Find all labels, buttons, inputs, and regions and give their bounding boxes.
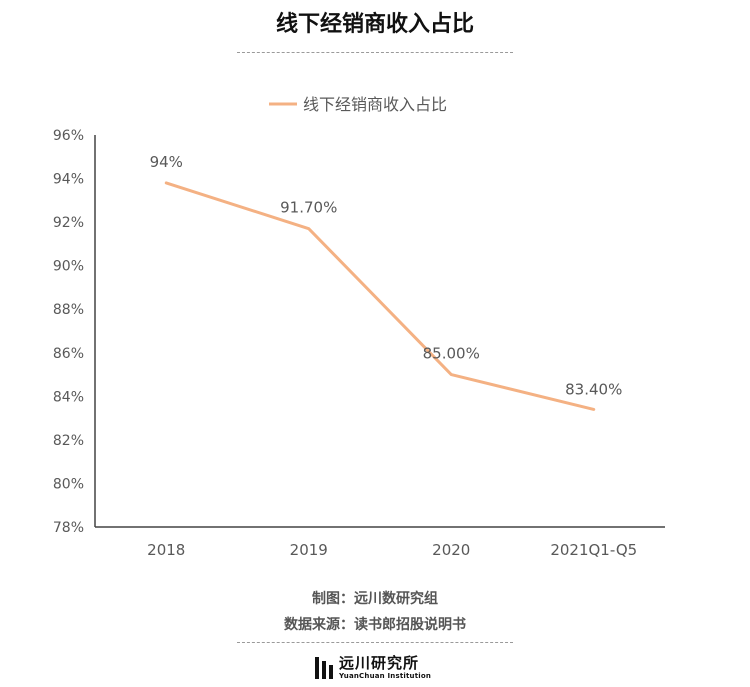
- logo-name-cn: 远川研究所: [339, 654, 420, 672]
- series-layer: [164, 181, 596, 411]
- y-tick-label: 94%: [53, 172, 84, 188]
- logo-mark-icon: [315, 657, 333, 679]
- x-tick-label: 2019: [290, 541, 328, 559]
- legend-label: 线下经销商收入占比: [303, 95, 447, 114]
- footer-divider: [237, 642, 513, 643]
- data-label: 85.00%: [423, 345, 480, 363]
- y-tick-label: 84%: [53, 389, 84, 405]
- x-tick-label: 2020: [432, 541, 470, 559]
- y-tick-label: 92%: [53, 215, 84, 231]
- x-tick-label: 2021Q1-Q5: [550, 541, 637, 559]
- credit-line: 制图：远川数研究组: [312, 591, 438, 607]
- y-tick-label: 82%: [53, 433, 84, 449]
- page-title: 线下经销商收入占比: [275, 12, 474, 37]
- series-line: [164, 181, 596, 411]
- brand-logo: 远川研究所 YuanChuan Institution: [315, 655, 431, 681]
- source-line: 数据来源：读书郎招股说明书: [284, 617, 466, 633]
- y-tick-label: 90%: [53, 259, 84, 275]
- x-axis: 2018 2019 2020 2021Q1-Q5: [95, 526, 665, 559]
- y-tick-label: 86%: [53, 346, 84, 362]
- y-tick-label: 96%: [53, 128, 84, 144]
- data-labels: 94% 91.70% 85.00% 83.40%: [150, 153, 623, 398]
- y-tick-label: 78%: [53, 520, 84, 536]
- data-label: 83.40%: [565, 380, 622, 398]
- y-tick-label: 88%: [53, 302, 84, 318]
- line-chart: 线下经销商收入占比 78% 80% 82% 84% 86% 88% 90% 92% 94% 96%…: [53, 95, 665, 559]
- title-divider: [237, 52, 513, 53]
- chart-legend: 线下经销商收入占比: [269, 95, 447, 114]
- x-tick-label: 2018: [147, 541, 185, 559]
- y-axis: 78% 80% 82% 84% 86% 88% 90% 92% 94% 96%: [53, 128, 96, 536]
- data-label: 91.70%: [280, 199, 337, 217]
- y-tick-label: 80%: [53, 476, 84, 492]
- logo-name-en: YuanChuan Institution: [339, 672, 432, 680]
- data-label: 94%: [150, 153, 183, 171]
